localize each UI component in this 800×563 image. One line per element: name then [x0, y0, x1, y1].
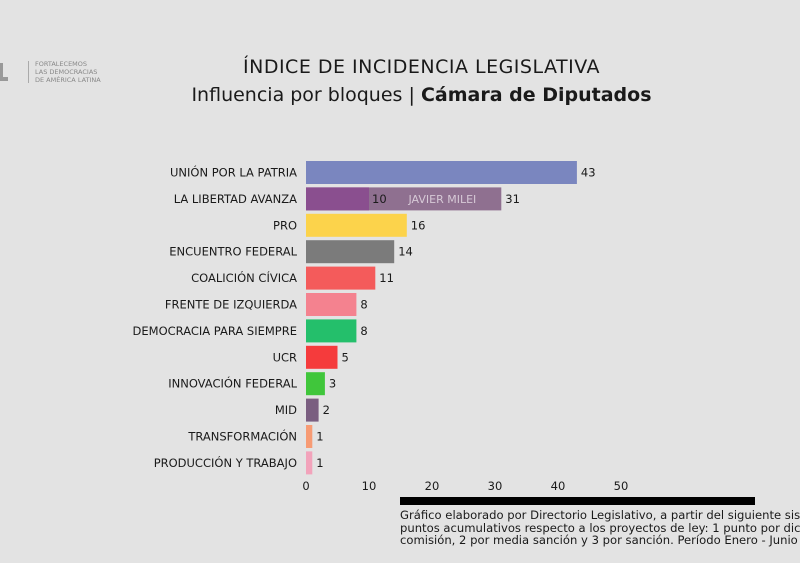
bar: [306, 161, 577, 184]
category-label: TRANSFORMACIÓN: [187, 429, 297, 444]
subtitle-regular: Influencia por bloques: [191, 84, 403, 106]
bar: [306, 240, 395, 264]
bar-sub-segment: [306, 187, 369, 211]
logo-divider: [28, 61, 29, 83]
category-label: FRENTE DE IZQUIERDA: [165, 298, 297, 312]
logo-line: LAS DEMOCRACIAS: [35, 68, 98, 76]
value-label: 8: [360, 324, 367, 338]
bar: [306, 372, 325, 396]
bar: [306, 451, 313, 475]
category-label: INNOVACIÓN FEDERAL: [168, 376, 297, 391]
category-label: LA LIBERTAD AVANZA: [174, 192, 297, 206]
sub-segment-value-label: 10: [372, 192, 387, 206]
category-label: ENCUENTRO FEDERAL: [169, 245, 297, 259]
category-label: DEMOCRACIA PARA SIEMPRE: [133, 324, 297, 338]
bar: [306, 425, 313, 448]
bar: [306, 398, 319, 422]
value-label: 14: [398, 245, 413, 259]
logo-line: DE AMÉRICA LATINA: [35, 76, 101, 84]
x-tick-label: 40: [551, 479, 566, 493]
chart-title: ÍNDICE DE INCIDENCIA LEGISLATIVA: [243, 56, 600, 78]
bar: [306, 345, 338, 369]
footnote-line: comisión, 2 por media sanción y 3 por sa…: [400, 533, 798, 547]
bar: [306, 213, 407, 237]
footnote-bar: [400, 497, 755, 505]
bar: [306, 293, 357, 316]
logo-text: FORTALECEMOS LAS DEMOCRACIAS DE AMÉRICA …: [35, 60, 101, 84]
footnote-line: puntos acumulativos respecto a los proye…: [400, 520, 800, 535]
x-tick-label: 50: [614, 479, 629, 493]
x-tick-label: 0: [302, 479, 309, 493]
category-label: MID: [275, 403, 297, 417]
category-label: COALICIÓN CÍVICA: [191, 270, 297, 285]
value-label: 5: [342, 350, 349, 364]
footnote-line: Gráfico elaborado por Directorio Legisla…: [400, 509, 800, 522]
value-label: 16: [411, 218, 426, 232]
value-label: 8: [360, 298, 367, 312]
subtitle-bold: Cámara de Diputados: [420, 84, 652, 106]
category-label: PRODUCCIÓN Y TRABAJO: [154, 455, 297, 470]
category-label: UCR: [273, 350, 297, 364]
footnote: Gráfico elaborado por Directorio Legisla…: [400, 509, 800, 547]
value-label: 31: [505, 192, 520, 206]
chart-subtitle: Influencia por bloques | Cámara de Diput…: [0, 84, 800, 106]
value-label: 11: [379, 271, 394, 285]
bar: [306, 319, 357, 343]
value-label: 2: [323, 403, 330, 417]
value-label: 1: [316, 456, 323, 470]
x-tick-label: 20: [425, 479, 440, 493]
subtitle-separator: |: [408, 84, 415, 106]
logo: FORTALECEMOS LAS DEMOCRACIAS DE AMÉRICA …: [0, 60, 101, 84]
x-tick-label: 10: [362, 479, 377, 493]
x-tick-label: 30: [488, 479, 503, 493]
value-label: 3: [329, 377, 336, 391]
bar: [306, 266, 376, 290]
logo-mark-icon: [0, 63, 8, 81]
category-label: UNIÓN POR LA PATRIA: [170, 165, 297, 180]
logo-line: FORTALECEMOS: [35, 60, 88, 68]
category-label: PRO: [273, 218, 297, 232]
value-label: 1: [316, 430, 323, 444]
value-label: 43: [581, 166, 596, 180]
segment-annotation: JAVIER MILEI: [408, 193, 477, 206]
